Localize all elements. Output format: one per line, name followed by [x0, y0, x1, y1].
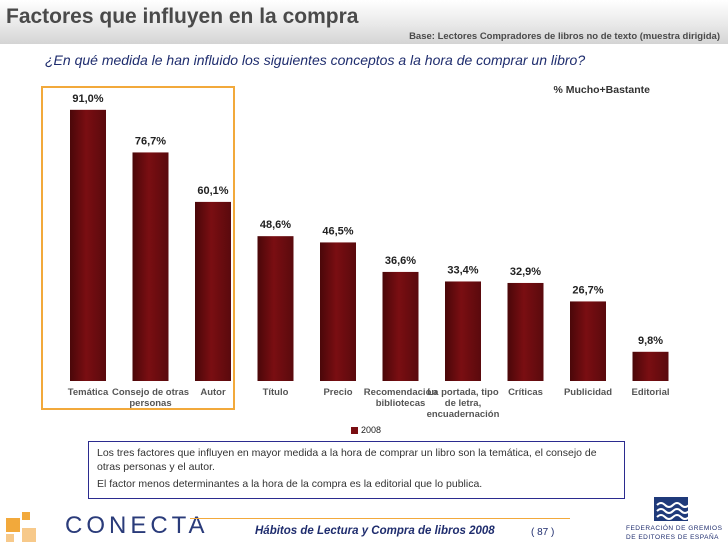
category-label-5: Precio	[323, 387, 352, 398]
category-label-10: Editorial	[631, 387, 669, 398]
top-three-highlight-box	[41, 86, 235, 410]
measure-label: % Mucho+Bastante	[553, 84, 650, 96]
value-label-8: 32,9%	[510, 266, 541, 278]
bar-10	[632, 351, 669, 381]
category-label-9: Publicidad	[564, 387, 612, 398]
value-label-6: 36,6%	[385, 255, 416, 267]
sample-base-note: Base: Lectores Compradores de libros no …	[409, 31, 720, 42]
value-label-4: 48,6%	[260, 219, 291, 231]
federacion-logo-icon	[654, 497, 688, 521]
survey-question: ¿En qué medida le han influido los sigui…	[45, 52, 586, 68]
value-label-2: 76,7%	[135, 135, 166, 147]
category-label-8: Críticas	[508, 387, 543, 398]
value-label-9: 26,7%	[572, 284, 603, 296]
bar-7	[445, 281, 481, 381]
bar-8	[507, 282, 544, 381]
bar-9	[570, 301, 606, 381]
chart-legend: 2008	[351, 425, 381, 435]
publication-title: Hábitos de Lectura y Compra de libros 20…	[255, 525, 495, 537]
bar-1	[70, 109, 106, 381]
category-label-7: La portada, tipo de letra, encuadernación	[427, 387, 500, 420]
bar-6	[382, 271, 419, 381]
value-label-5: 46,5%	[322, 225, 353, 237]
category-label-3: Autor	[200, 387, 226, 398]
page-number: ( 87 )	[531, 527, 555, 538]
value-label-7: 33,4%	[447, 264, 478, 276]
value-label-3: 60,1%	[197, 185, 228, 197]
category-label-1: Temática	[68, 387, 109, 398]
conecta-logo-icon	[6, 512, 36, 542]
conclusion-2: El factor menos determinantes a la hora …	[97, 478, 483, 490]
value-label-1: 91,0%	[72, 93, 103, 105]
conclusions-box: Los tres factores que influyen en mayor …	[88, 441, 625, 499]
header-bar: Factores que influyen en la compra Base:…	[0, 0, 728, 44]
category-label-4: Título	[263, 387, 289, 398]
bar-3	[195, 201, 231, 381]
category-label-2: Consejo de otras personas	[112, 387, 189, 409]
federacion-line-1: FEDERACIÓN DE GREMIOS	[626, 525, 723, 532]
footer-divider	[190, 518, 570, 519]
category-label-6: Recomendación bibliotecas	[364, 387, 438, 409]
legend-swatch	[351, 426, 358, 434]
bar-2	[132, 152, 169, 381]
federacion-logo-text: FEDERACIÓN DE GREMIOS DE EDITORES DE ESP…	[626, 524, 722, 542]
bar-4	[257, 236, 294, 381]
value-label-10: 9,8%	[638, 335, 663, 347]
legend-label: 2008	[361, 425, 382, 435]
page-title: Factores que influyen en la compra	[6, 5, 359, 28]
bar-5	[320, 242, 356, 381]
conclusion-1: Los tres factores que influyen en mayor …	[97, 447, 597, 473]
federacion-line-2: DE EDITORES DE ESPAÑA	[626, 534, 719, 541]
conecta-logo-text: CONECTA	[65, 512, 209, 539]
